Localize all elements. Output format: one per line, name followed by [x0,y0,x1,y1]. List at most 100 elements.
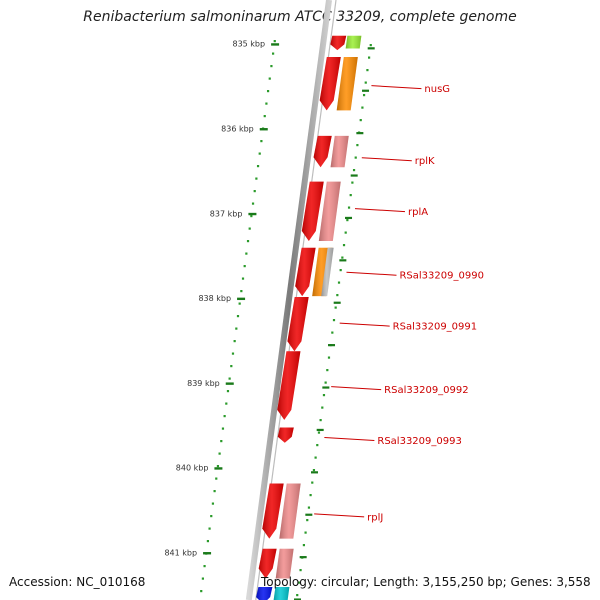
gene-label: nusG [424,84,450,95]
inner-ring-dot [258,152,261,155]
inner-ring-dot [250,215,253,218]
gene-arrow-shade [313,135,332,168]
kbp-tick-mark [271,43,280,46]
outer-ring-dot [302,544,306,547]
gene-bar-shade [318,181,341,241]
kbp-tick-label: 835 kbp [232,40,265,49]
kbp-tick-mark [214,467,223,470]
outer-ring-dot [326,369,329,372]
outer-ring-dot [317,431,321,434]
outer-ring-dot [337,281,341,284]
outer-ring-dot [364,81,367,84]
inner-ring-dot [218,452,221,455]
outer-ring-dot [354,156,357,159]
outer-ring-dot [296,594,299,597]
kbp-ruler: 835 kbp 836 kbp 837 kbp 838 kbp 839 kbp 840 k… [164,40,280,558]
inner-ring-dot [226,390,230,393]
outer-ring-dot [352,169,356,172]
kbp-tick-label: 836 kbp [221,125,254,134]
gene-label-leader [314,513,365,518]
inner-ring-dot [203,565,206,568]
outer-ring-dot [331,331,334,334]
outer-ring-dash [333,301,341,304]
outer-ring-dot [309,494,312,497]
inner-ring-dot [265,102,268,105]
genes-label: Genes: [510,575,553,589]
gene-label: RSal33209_0990 [399,271,483,282]
outer-ring-dot [334,306,337,309]
gene-track [256,35,362,600]
topology-label: Topology: [261,575,318,589]
inner-ring-dot [266,90,270,93]
inner-ring-dot [221,427,225,430]
inner-ring-dot [230,365,233,368]
inner-ring-dot [240,290,243,293]
outer-ring-dash [367,47,375,50]
outer-ring-dot [347,206,351,209]
inner-ring-dot [231,352,235,355]
outer-ring-dot [304,531,307,534]
inner-ring-dot [201,577,204,580]
gene-label-leader [361,157,412,162]
outer-ring-dot [367,56,371,59]
outer-ring-dot [349,194,352,197]
inner-ring-dot [263,115,266,118]
gene-arrow-shade [262,483,284,539]
inner-ring-dot [246,240,250,243]
kbp-tick-mark [259,128,268,131]
gene-bar-shade [279,483,301,539]
length-label: Length: [373,575,419,589]
inner-ring-dot [228,377,231,380]
gene-label: rplK [415,156,435,167]
backbone-line [245,0,332,600]
kbp-tick-label: 839 kbp [187,379,220,388]
outer-ring-dash [305,513,313,516]
inner-ring-dot [223,415,226,418]
gene-arrow-shade [295,247,316,297]
inner-ring-dot [241,277,245,280]
gene-bar-shade [345,35,362,49]
outer-ring-dot [346,219,349,222]
inner-ring-dot [251,202,255,205]
kbp-tick-label: 840 kbp [176,464,209,473]
outer-ring-dot [312,469,316,472]
gene-labels: nusG rplK rplA RSal33209_0990 RSal33209_0991… [314,84,484,523]
gene-label: rplJ [367,512,383,523]
inner-ring-dot [213,490,216,493]
outer-ring-dot [324,381,327,384]
inner-ring-dot [253,190,256,193]
outer-ring-dash [328,344,336,347]
kbp-tick-mark [248,212,257,216]
outer-ring-dash [350,174,358,177]
gene-label: RSal33209_0991 [393,322,477,333]
outer-ring-dot [299,569,302,572]
kbp-tick-mark [225,382,234,385]
outer-dotted-ring [200,40,375,600]
outer-ring-dot [369,44,372,47]
outer-ring-dash [316,428,324,432]
gene-label-leader [354,208,406,213]
outer-ring-dot [342,244,346,247]
inner-ring-dot [260,140,263,143]
outer-ring-dash [356,132,364,135]
gene-label-leader [339,322,390,327]
gene-arrow-shade [301,181,324,241]
gene-label-leader [324,437,375,442]
gene-bar-shade [275,548,294,579]
outer-ring-dot [341,256,344,259]
accession-info: Accession: NC_010168 [9,575,145,589]
gene-bar-shade [321,247,334,297]
inner-ring-dot [216,465,220,468]
kbp-tick-mark [237,297,246,301]
inner-ring-dot [225,402,228,405]
outer-ring-dot [366,69,369,72]
gene-label: RSal33209_0992 [384,385,468,396]
inner-ring-dot [268,77,271,80]
inner-ring-dot [255,177,258,180]
outer-ring-dash [299,556,307,559]
outer-ring-dot [359,119,362,122]
gene-label-leader [371,85,422,90]
gene-label: rplA [408,207,428,218]
inner-ring-dot [200,590,203,593]
